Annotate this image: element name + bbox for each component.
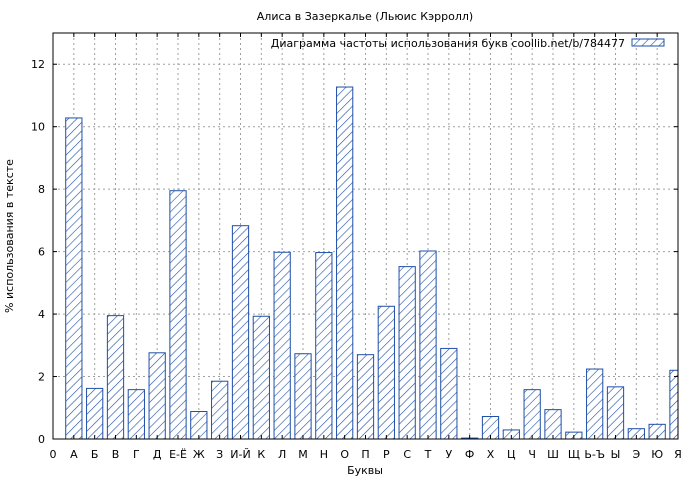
x-tick-label: Ж — [193, 448, 205, 461]
legend-label: Диаграмма частоты использования букв coo… — [271, 37, 625, 50]
x-tick-label: Д — [153, 448, 162, 461]
y-tick-label: 2 — [38, 371, 45, 384]
bar-Ж — [190, 411, 208, 440]
plot-frame — [52, 32, 679, 440]
x-tick-label: Ю — [651, 448, 663, 461]
bar-Л — [273, 251, 291, 440]
bar-Н — [315, 252, 333, 440]
x-tick-label: Щ — [568, 448, 580, 461]
bar-Ш — [544, 409, 562, 440]
bar-В — [106, 315, 125, 440]
x-tick-label: Э — [632, 448, 640, 461]
bar-П — [356, 354, 375, 440]
y-tick-label: 8 — [38, 183, 45, 196]
x-tick-label: Т — [424, 448, 432, 461]
bar-Ы — [606, 386, 625, 440]
y-axis-label: % использования в тексте — [3, 159, 16, 313]
grid-lines — [53, 33, 678, 439]
x-axis-ticks: 0 А Б В Г Д Е-Ё Ж З И-Й К Л М Н О П Р С Т У Ф Х Ц Ч Ш Щ Ь-Ъ Ы Э Ю Я — [50, 33, 682, 461]
x-tick-label: 0 — [50, 448, 57, 461]
x-tick-label: В — [112, 448, 120, 461]
y-tick-label: 4 — [38, 308, 45, 321]
x-tick-label: Ь-Ъ — [584, 448, 605, 461]
y-tick-label: 10 — [31, 121, 45, 134]
x-tick-label: Н — [320, 448, 328, 461]
bar-К — [252, 315, 270, 440]
bar-О — [336, 86, 354, 440]
x-tick-label: Б — [91, 448, 99, 461]
x-axis-label: Буквы — [347, 464, 383, 477]
x-tick-label: У — [445, 448, 452, 461]
legend: Диаграмма частоты использования букв coo… — [271, 37, 665, 50]
x-tick-label: Р — [383, 448, 390, 461]
x-tick-label: Е-Ё — [169, 448, 187, 461]
x-tick-label: Ц — [507, 448, 516, 461]
x-tick-label: Ф — [465, 448, 474, 461]
x-tick-label: Ш — [547, 448, 559, 461]
x-tick-label: Г — [133, 448, 140, 461]
x-tick-label: О — [340, 448, 349, 461]
bar-Б — [86, 387, 104, 440]
legend-swatch — [631, 38, 665, 47]
y-tick-label: 12 — [31, 58, 45, 71]
x-tick-label: З — [216, 448, 223, 461]
x-tick-label: И-Й — [230, 448, 250, 461]
chart-title: Алиса в Зазеркалье (Льюис Кэрролл) — [257, 10, 473, 23]
x-tick-label: Я — [674, 448, 682, 461]
x-tick-label: К — [257, 448, 265, 461]
bar-Я — [669, 369, 679, 440]
x-tick-label: П — [361, 448, 369, 461]
x-tick-label: А — [70, 448, 78, 461]
bar-Р — [377, 305, 395, 440]
bar-Е-Ё — [169, 190, 187, 440]
bar-Г — [127, 389, 145, 440]
bar-Ч — [523, 389, 541, 440]
bar-Ь-Ъ — [586, 368, 604, 440]
x-tick-label: Л — [278, 448, 286, 461]
y-tick-label: 6 — [38, 246, 45, 259]
bar-И-Й — [231, 225, 250, 440]
bar-А — [65, 117, 83, 440]
bars — [65, 86, 679, 440]
bar-С — [398, 266, 416, 440]
y-tick-label: 0 — [38, 433, 45, 446]
y-axis-ticks: 0 2 4 6 8 10 12 — [31, 58, 678, 446]
bar-У — [440, 347, 458, 440]
bar-З — [211, 380, 229, 440]
x-tick-label: Х — [487, 448, 495, 461]
x-tick-label: М — [298, 448, 308, 461]
bar-Д — [148, 352, 166, 440]
x-tick-label: Ы — [611, 448, 621, 461]
bar-М — [294, 353, 312, 440]
x-tick-label: Ч — [528, 448, 536, 461]
x-tick-label: С — [403, 448, 411, 461]
bar-Т — [419, 250, 437, 440]
